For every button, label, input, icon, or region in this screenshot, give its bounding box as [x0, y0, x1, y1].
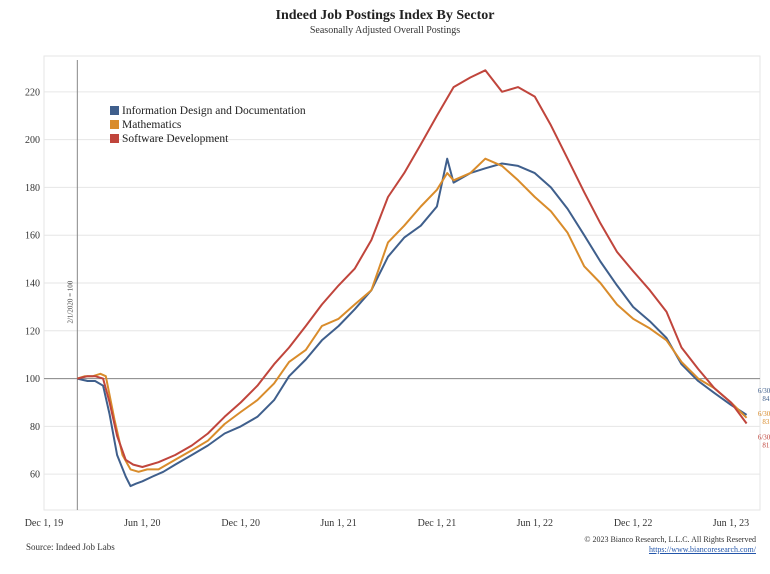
x-tick-label: Jun 1, 23	[713, 518, 749, 529]
x-tick-label: Dec 1, 22	[614, 518, 653, 529]
y-tick-label: 80	[30, 422, 40, 433]
y-tick-label: 60	[30, 470, 40, 481]
end-label-date-1: 6/30/23	[758, 410, 770, 418]
end-label-date-2: 6/30/23	[758, 434, 770, 442]
legend-swatch-0	[110, 106, 119, 115]
series-line-1	[76, 157, 748, 473]
y-tick-label: 100	[25, 374, 40, 385]
end-label-value-1: 83.6	[762, 418, 770, 426]
tick-layer: 60 80 100 120 140 160 180 200 220 Dec 1, 19 Jun 1,…	[25, 87, 749, 529]
x-tick-label: Jun 1, 22	[517, 518, 553, 529]
series-layer	[76, 69, 748, 488]
chart-subtitle: Seasonally Adjusted Overall Postings	[309, 25, 461, 36]
legend-label-1: Mathematics	[122, 119, 182, 131]
end-labels: 6/30/2384.86/30/2383.66/30/2381.2	[758, 387, 770, 450]
y-tick-label: 200	[25, 135, 40, 146]
x-tick-label: Jun 1, 21	[320, 518, 356, 529]
reference-label: 2/1/2020 = 100	[66, 280, 74, 323]
y-tick-label: 180	[25, 183, 40, 194]
legend: Information Design and Documentation Math…	[110, 105, 306, 145]
x-tick-label: Dec 1, 19	[25, 518, 64, 529]
source-note: Source: Indeed Job Labs	[26, 542, 115, 552]
x-tick-label: Dec 1, 21	[418, 518, 457, 529]
source-url-link[interactable]: https://www.biancoresearch.com/	[648, 545, 756, 554]
series-line-2	[77, 69, 748, 468]
legend-swatch-2	[110, 134, 119, 143]
y-tick-label: 120	[25, 326, 40, 337]
reference-layer: 2/1/2020 = 100	[44, 60, 760, 510]
series-line-0	[77, 157, 748, 488]
y-tick-label: 160	[25, 231, 40, 242]
chart-title: Indeed Job Postings Index By Sector	[275, 8, 495, 23]
end-label-value-2: 81.2	[762, 442, 770, 450]
end-label-value-0: 84.8	[762, 395, 770, 403]
legend-swatch-1	[110, 120, 119, 129]
end-label-date-0: 6/30/23	[758, 387, 770, 395]
copyright-note: © 2023 Bianco Research, L.L.C. All Right…	[584, 535, 756, 544]
legend-label-2: Software Development	[122, 133, 229, 145]
y-tick-label: 220	[25, 87, 40, 98]
legend-label-0: Information Design and Documentation	[122, 105, 306, 117]
y-tick-label: 140	[25, 279, 40, 290]
x-tick-label: Jun 1, 20	[124, 518, 160, 529]
x-tick-label: Dec 1, 20	[221, 518, 260, 529]
